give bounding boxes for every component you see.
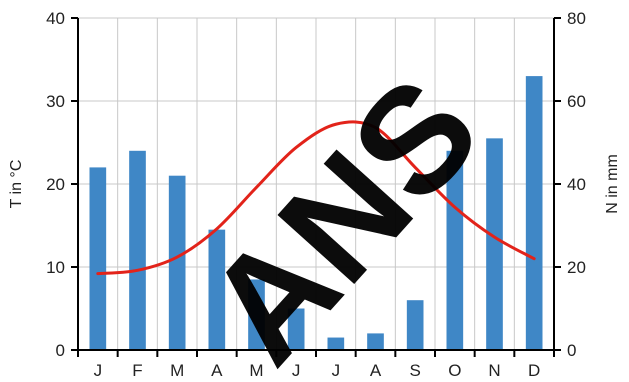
grid	[78, 17, 554, 350]
precipitation-bar	[367, 333, 384, 350]
right-axis-title: N in mm	[604, 154, 621, 214]
month-label: F	[132, 361, 142, 380]
precipitation-bar	[129, 150, 146, 350]
precipitation-bar	[327, 337, 345, 350]
month-label: M	[249, 361, 263, 380]
axes	[71, 17, 561, 357]
month-label: A	[370, 361, 382, 380]
left-tick-label: 30	[46, 92, 65, 111]
left-tick-label: 10	[46, 258, 65, 277]
precipitation-bar	[89, 167, 107, 350]
temperature-line	[96, 120, 536, 276]
temperature-line-group	[96, 120, 536, 276]
precipitation-bars	[89, 76, 543, 350]
left-tick-label: 40	[46, 9, 65, 28]
month-label: S	[409, 361, 420, 380]
right-tick-label: 60	[567, 92, 586, 111]
month-label: M	[170, 361, 184, 380]
precipitation-bar	[248, 279, 265, 350]
precipitation-bar	[208, 229, 226, 350]
month-label: J	[94, 361, 103, 380]
precipitation-bar	[486, 138, 503, 350]
right-tick-label: 40	[567, 175, 586, 194]
tick-labels: 0 10 20 30 40 0 20 40 60 80 J F M A M J J A S O N D	[46, 9, 586, 380]
precipitation-bar	[287, 308, 305, 350]
precipitation-bar	[525, 76, 543, 350]
month-label: J	[332, 361, 341, 380]
left-tick-label: 0	[56, 341, 65, 360]
left-axis-title: T in °C	[8, 160, 25, 209]
month-label: N	[488, 361, 500, 380]
left-tick-label: 20	[46, 175, 65, 194]
month-label: O	[448, 361, 461, 380]
precipitation-bar	[446, 150, 464, 350]
right-tick-label: 80	[567, 9, 586, 28]
month-label: A	[211, 361, 223, 380]
right-tick-label: 0	[567, 341, 576, 360]
month-label: D	[528, 361, 540, 380]
precipitation-bar	[168, 175, 186, 350]
precipitation-bar	[406, 300, 424, 350]
month-label: J	[292, 361, 301, 380]
right-tick-label: 20	[567, 258, 586, 277]
